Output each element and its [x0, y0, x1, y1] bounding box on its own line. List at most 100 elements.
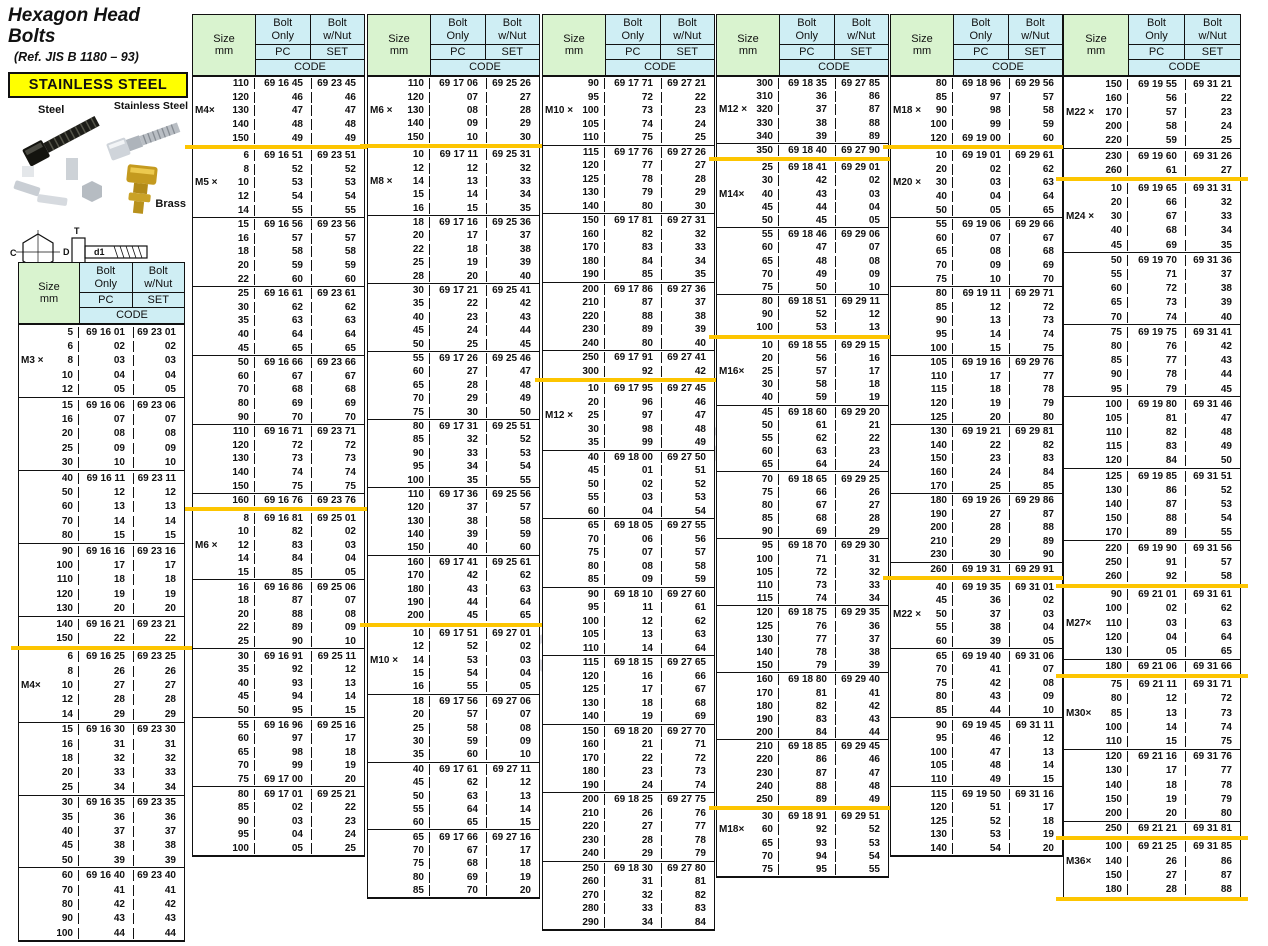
size-value: 16	[61, 414, 73, 426]
table-row: 140 48 48	[193, 118, 364, 132]
pc-code-cell: 47	[779, 242, 836, 254]
pc-code-cell: 97	[255, 733, 312, 745]
table-row: 30 98 48	[543, 423, 714, 437]
size-cell: 30	[717, 175, 779, 187]
table-row: 85 77 43	[1064, 354, 1240, 368]
set-code-cell: 64	[1220, 631, 1232, 643]
thread-size-prefix: M12 ×	[719, 104, 748, 116]
pc-code-cell: 78	[605, 173, 662, 185]
size-cell: 40	[1064, 225, 1128, 237]
brand-block: Hexagon Head Bolts (Ref. JIS B 1180 – 93…	[8, 5, 188, 292]
pc-code-cell: 90	[255, 636, 312, 648]
size-value: 45	[237, 691, 249, 703]
pc-code-cell: 89	[605, 324, 662, 336]
size-value: 90	[761, 526, 773, 538]
table-row: 15 54 04	[368, 667, 539, 680]
size-value: 200	[930, 522, 947, 534]
size-cell: 220	[543, 310, 605, 322]
size-value: 120	[756, 607, 773, 619]
set-code-cell: 30	[519, 131, 531, 143]
table-row: 50 61 21	[717, 419, 888, 432]
pc-code-cell: 68	[1128, 225, 1186, 237]
size-cell: 290	[543, 916, 605, 928]
table-row: 90 69 19 45 69 31 11	[891, 718, 1062, 732]
set-code-cell: 77	[1220, 765, 1232, 777]
size-cell: 55	[1064, 269, 1128, 281]
table-row: 95 11 61	[543, 601, 714, 615]
size-value: 90	[237, 411, 249, 423]
size-value: 260	[582, 876, 599, 888]
size-value: 220	[1105, 542, 1122, 554]
set-code-cell: 28	[519, 104, 531, 116]
set-code-cell: 69 25 26	[492, 78, 531, 90]
set-code-cell: 59	[519, 529, 531, 541]
pc-code-cell: 69 16 21	[79, 618, 134, 630]
size-cell: 250	[543, 352, 605, 364]
table-row: 35 99 49	[543, 436, 714, 450]
set-code-cell: 31	[164, 738, 176, 750]
group-separator	[1064, 820, 1240, 822]
size-value: 115	[582, 657, 599, 669]
size-value: 100	[56, 559, 73, 571]
size-cell: 260	[1064, 570, 1128, 582]
table-row: 85 12 72	[891, 301, 1062, 315]
table-row: 70 14 14	[19, 514, 184, 528]
size-value: 100	[582, 615, 599, 627]
size-cell: 130	[543, 697, 605, 709]
size-value: 230	[756, 767, 773, 779]
set-code-cell: 04	[344, 553, 356, 565]
set-code-cell: 44	[868, 727, 880, 739]
pc-code-cell: 69 17 81	[605, 215, 662, 227]
set-code-cell: 24	[694, 118, 706, 130]
set-code-cell: 17	[164, 559, 176, 571]
set-code-cell: 69 31 76	[1193, 751, 1232, 763]
set-code-cell: 52	[694, 478, 706, 490]
set-code-cell: 43	[1220, 355, 1232, 367]
table-row: 120 69 21 16 69 31 76	[1064, 750, 1240, 764]
table-row: 85 09 59	[543, 573, 714, 587]
size-value: 30	[935, 177, 947, 189]
set-code-cell: 69 29 06	[841, 229, 880, 241]
table-row: 70 68 68	[193, 383, 364, 397]
table-row: 90 78 44	[1064, 368, 1240, 382]
table-row: M36× 140 26 86	[1064, 854, 1240, 868]
pc-code-cell: 46	[953, 733, 1010, 745]
size-cell: 50	[717, 214, 779, 226]
size-value: 70	[761, 473, 773, 485]
pc-code-cell: 92	[1128, 570, 1186, 582]
pc-code-cell: 99	[255, 760, 312, 772]
set-code-cell: 35	[1220, 239, 1232, 251]
pc-code-cell: 69 19 35	[953, 581, 1010, 593]
table-row: 140 39 59	[368, 528, 539, 541]
table-row: 180 69 21 06 69 31 66	[1064, 660, 1240, 674]
size-cell: 95	[891, 328, 953, 340]
group-separator	[717, 471, 888, 473]
pc-code-cell: 99	[953, 119, 1010, 131]
size-cell: 55	[193, 719, 255, 731]
pc-code-cell: 22	[430, 298, 487, 310]
pc-code-cell: 08	[430, 104, 487, 116]
group-separator	[19, 721, 184, 723]
size-value: 75	[935, 677, 947, 689]
set-code-cell: 69 31 01	[1015, 581, 1054, 593]
set-code-cell: 44	[1220, 369, 1232, 381]
set-code-cell: 04	[868, 201, 880, 213]
table-row: 40 68 34	[1064, 224, 1240, 238]
size-value: 300	[756, 78, 773, 90]
set-code-cell: 08	[1042, 677, 1054, 689]
pc-code-cell: 19	[430, 257, 487, 269]
size-cell: 120	[19, 588, 79, 600]
pc-code-cell: 59	[779, 392, 836, 404]
set-code-cell: 80	[1042, 411, 1054, 423]
size-value: 200	[756, 727, 773, 739]
set-code-cell: 13	[344, 677, 356, 689]
pc-code-cell: 43	[79, 913, 134, 925]
table-row: M22 × 170 57 23	[1064, 105, 1240, 119]
table-row: 150 23 83	[891, 452, 1062, 466]
pc-code-cell: 94	[779, 850, 836, 862]
table-row: 240 88 48	[717, 780, 888, 793]
set-code-cell: 32	[694, 228, 706, 240]
size-value: 100	[930, 342, 947, 354]
size-value: 55	[587, 492, 599, 504]
size-cell: 240	[543, 337, 605, 349]
